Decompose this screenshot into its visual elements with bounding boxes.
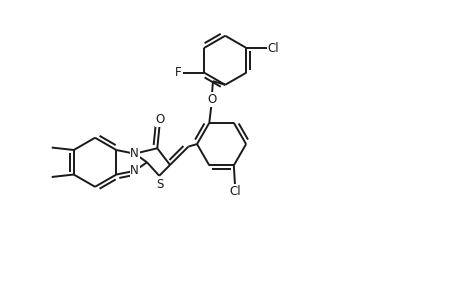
Text: S: S xyxy=(156,178,163,190)
Text: Cl: Cl xyxy=(267,41,279,55)
Text: N: N xyxy=(130,164,139,177)
Text: O: O xyxy=(207,93,216,106)
Text: O: O xyxy=(155,113,164,126)
Text: Cl: Cl xyxy=(229,184,241,198)
Text: F: F xyxy=(174,66,181,79)
Text: N: N xyxy=(130,147,139,160)
